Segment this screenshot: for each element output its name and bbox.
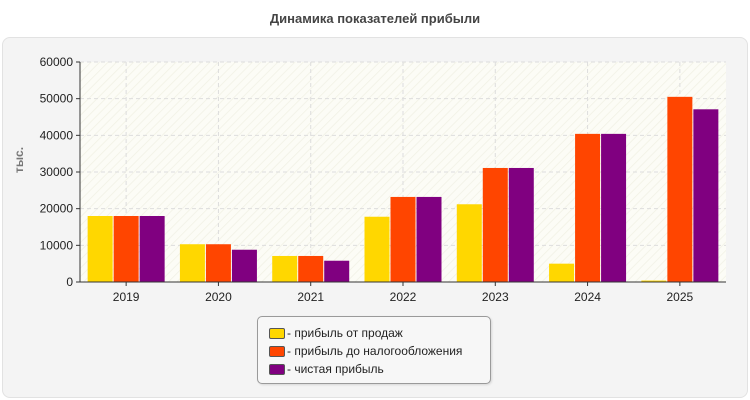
bar-2019-series-1: [113, 216, 139, 282]
bar-2019-series-0: [87, 216, 113, 282]
x-tick-label: 2020: [205, 290, 232, 304]
bar-2020-series-0: [179, 244, 205, 282]
x-tick-label: 2024: [574, 290, 601, 304]
legend-label-sales-profit: - прибыль от продаж: [287, 326, 403, 340]
bar-2023-series-1: [482, 167, 508, 282]
legend-item-sales-profit: - прибыль от продаж: [269, 325, 403, 341]
bars: [87, 96, 719, 282]
legend-item-pretax-profit: - прибыль до налогообложения: [269, 343, 462, 359]
legend-swatch-sales-profit: [269, 327, 285, 339]
y-axis-label: тыс.: [12, 147, 26, 173]
chart-title: Динамика показателей прибыли: [269, 11, 481, 26]
bar-2024-series-2: [601, 133, 627, 282]
bar-2025-series-1: [667, 96, 693, 282]
bar-2021-series-0: [272, 255, 298, 282]
legend: - прибыль от продаж - прибыль до налогоо…: [257, 316, 491, 384]
bar-2020-series-2: [231, 249, 257, 282]
bar-2021-series-1: [298, 255, 324, 282]
x-tick-label: 2025: [667, 290, 694, 304]
bar-2022-series-0: [364, 216, 390, 282]
bar-2020-series-1: [205, 244, 231, 282]
y-tick-label: 30000: [40, 165, 74, 179]
bar-2019-series-2: [139, 216, 165, 282]
y-tick-label: 40000: [40, 128, 74, 142]
legend-item-net-profit: - чистая прибыль: [269, 361, 384, 377]
bar-2022-series-2: [416, 196, 442, 282]
x-tick-labels: 2019 2020 2021 2022 2023 2024 2025: [113, 282, 694, 304]
bar-2022-series-1: [390, 196, 416, 282]
x-tick-label: 2023: [482, 290, 509, 304]
y-tick-label: 0: [66, 275, 73, 289]
x-tick-label: 2021: [297, 290, 324, 304]
bar-2024-series-0: [549, 263, 575, 282]
legend-swatch-net-profit: [269, 363, 285, 375]
bar-2025-series-2: [693, 109, 719, 282]
bar-2021-series-2: [324, 260, 350, 282]
bar-2025-series-0: [641, 280, 667, 282]
y-tick-labels: 0 10000 20000 30000 40000 50000 60000: [40, 55, 80, 289]
legend-label-net-profit: - чистая прибыль: [287, 362, 384, 376]
legend-swatch-pretax-profit: [269, 345, 285, 357]
y-tick-label: 10000: [40, 238, 74, 252]
bar-2023-series-2: [508, 167, 534, 282]
y-tick-label: 50000: [40, 92, 74, 106]
x-tick-label: 2022: [390, 290, 417, 304]
bar-2023-series-0: [456, 204, 482, 282]
legend-label-pretax-profit: - прибыль до налогообложения: [287, 344, 463, 358]
x-tick-label: 2019: [113, 290, 140, 304]
y-tick-label: 60000: [40, 55, 74, 69]
bar-2024-series-1: [575, 133, 601, 282]
y-tick-label: 20000: [40, 202, 74, 216]
